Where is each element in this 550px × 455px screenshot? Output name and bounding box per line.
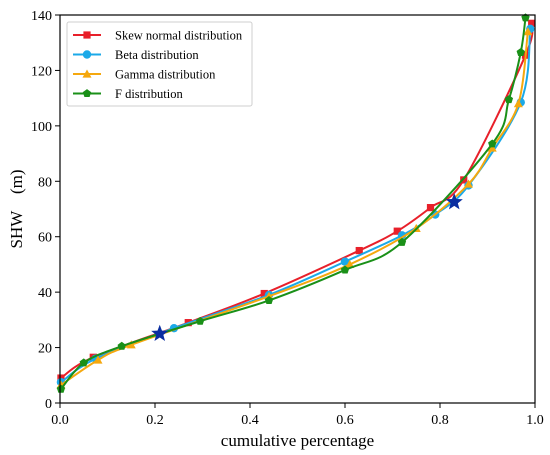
series-3 (56, 27, 533, 389)
y-tick-label: 80 (38, 175, 52, 190)
data-point (260, 289, 268, 298)
y-axis-title: SHW (m) (7, 169, 26, 248)
data-point (56, 384, 66, 393)
x-tick-label: 0.8 (431, 413, 449, 428)
legend: Skew normal distribution Beta distributio… (66, 21, 253, 107)
x-tick-label: 0.4 (241, 413, 259, 428)
data-point (397, 237, 407, 246)
data-point (264, 296, 274, 305)
data-point (195, 316, 205, 325)
series-4 (56, 13, 530, 393)
legend-label: F distribution (115, 87, 183, 101)
y-tick-label: 60 (38, 231, 52, 246)
data-point (487, 143, 497, 152)
data-point (397, 231, 407, 240)
data-point (516, 48, 525, 56)
data-point (393, 227, 401, 235)
data-point (93, 355, 103, 364)
data-point (340, 257, 350, 266)
series-line (60, 31, 529, 386)
legend-marker (82, 89, 92, 98)
legend-marker (82, 69, 92, 78)
y-tick-label: 0 (45, 397, 52, 412)
legend-item: F distribution (73, 87, 183, 101)
data-point (340, 265, 350, 274)
x-axis-title: cumulative percentage (221, 431, 374, 450)
y-tick-label: 140 (31, 9, 52, 24)
x-tick-label: 1.0 (526, 413, 544, 428)
data-point (528, 19, 536, 27)
legend-box (66, 21, 253, 107)
star-annotation (445, 193, 463, 210)
x-tick-label: 0.2 (146, 413, 164, 428)
y-tick-label: 100 (31, 120, 52, 135)
x-tick-label: 0.6 (336, 413, 354, 428)
data-point (79, 358, 88, 367)
data-point (117, 341, 126, 350)
legend-label: Beta distribution (115, 48, 199, 62)
data-point (523, 27, 533, 36)
data-point (513, 99, 523, 108)
annotation-layer (151, 193, 463, 341)
legend-item: Gamma distribution (73, 68, 216, 82)
legend-marker (83, 31, 91, 39)
data-point (345, 259, 355, 269)
data-point (488, 139, 497, 148)
legend-item: Skew normal distribution (73, 29, 243, 43)
legend-label: Gamma distribution (115, 68, 216, 82)
data-point (464, 179, 473, 188)
star-annotation (151, 324, 169, 341)
y-axis: 0 20 40 60 80 100 120 140 (31, 9, 60, 412)
data-point (460, 176, 468, 184)
plot-frame (59, 14, 536, 404)
y-tick-label: 20 (38, 342, 52, 357)
data-point (126, 340, 136, 349)
legend-label: Skew normal distribution (115, 29, 243, 43)
series-layer (56, 13, 536, 393)
data-point (426, 204, 435, 212)
y-tick-label: 40 (38, 286, 52, 301)
x-tick-label: 0.0 (51, 413, 69, 428)
x-axis: 0.0 0.2 0.4 0.6 0.8 1.0 (51, 403, 544, 428)
y-tick-label: 120 (31, 64, 52, 79)
data-point (504, 95, 514, 104)
legend-item: Beta distribution (73, 48, 199, 62)
data-point (355, 246, 363, 255)
legend-marker (82, 50, 92, 59)
